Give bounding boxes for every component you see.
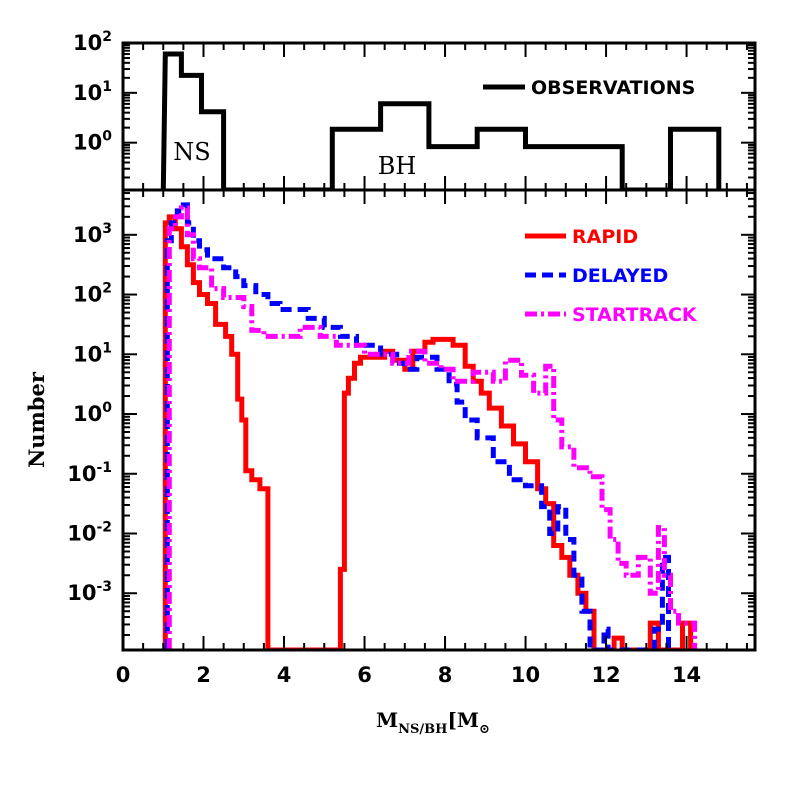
y-tick-label-exponent: -1 — [96, 460, 112, 476]
x-tick-label: 10 — [511, 663, 540, 687]
y-tick-label-bottom: 102 — [73, 281, 112, 307]
y-tick-label-bottom: 100 — [73, 400, 112, 426]
y-tick-label-base: 10 — [67, 581, 96, 605]
top-panel-frame — [121, 41, 757, 192]
x-axis-label-unit-symbol: ⊙ — [479, 722, 490, 737]
series-startrack-bottom — [166, 205, 698, 650]
y-tick-label-exponent: -2 — [96, 520, 112, 536]
series-observations-top — [160, 51, 722, 190]
y-tick-label-bottom: 10-2 — [67, 520, 112, 546]
y-tick-label-top: 102 — [73, 29, 112, 55]
x-tick-label: 4 — [277, 663, 292, 687]
y-tick-label-bottom: 103 — [73, 221, 112, 247]
y-tick-label-exponent: 2 — [102, 29, 112, 45]
x-tick-label: 6 — [357, 663, 372, 687]
y-tick-label-base: 10 — [73, 131, 102, 155]
y-tick-label-exponent: -3 — [96, 579, 112, 595]
y-tick-label-exponent: 0 — [102, 129, 112, 145]
y-tick-label-exponent: 2 — [102, 281, 112, 297]
y-tick-label-exponent: 0 — [102, 400, 112, 416]
x-tick-label: 0 — [116, 663, 131, 687]
y-tick-label-base: 10 — [73, 31, 102, 55]
y-tick-label-bottom: 101 — [73, 340, 112, 366]
y-tick-label-base: 10 — [73, 402, 102, 426]
x-tick-label: 14 — [672, 663, 701, 687]
legend-delayed-label: DELAYED — [572, 265, 668, 287]
series-delayed-bottom — [164, 202, 671, 650]
x-axis-label: MNS/BH[M⊙ — [376, 708, 490, 737]
ns-region-label: NS — [173, 138, 210, 166]
bottom-panel — [121, 188, 757, 652]
y-tick-label-exponent: 1 — [102, 340, 112, 356]
y-tick-label-base: 10 — [73, 283, 102, 307]
top-panel — [121, 41, 757, 192]
y-tick-label-base: 10 — [73, 342, 102, 366]
y-tick-label-exponent: 1 — [102, 79, 112, 95]
y-tick-label-exponent: 3 — [102, 221, 112, 237]
y-tick-label-base: 10 — [73, 81, 102, 105]
x-tick-label: 12 — [591, 663, 620, 687]
legend-startrack-label: STARTRACK — [572, 304, 698, 326]
y-axis-label: Number — [24, 371, 49, 468]
x-tick-label: 8 — [438, 663, 453, 687]
legend-observations-label: OBSERVATIONS — [531, 77, 695, 99]
x-axis-label-main: M — [376, 708, 398, 732]
y-tick-label-bottom: 10-3 — [67, 579, 112, 605]
y-tick-label-base: 10 — [73, 223, 102, 247]
y-tick-label-bottom: 10-1 — [67, 460, 112, 486]
x-axis-label-unit: [M — [447, 708, 479, 732]
y-tick-label-base: 10 — [67, 522, 96, 546]
y-tick-label-top: 101 — [73, 79, 112, 105]
y-tick-label-base: 10 — [67, 462, 96, 486]
y-tick-label-top: 100 — [73, 129, 112, 155]
x-tick-label: 2 — [196, 663, 211, 687]
x-axis-label-subscript: NS/BH — [398, 722, 447, 737]
bh-region-label: BH — [378, 152, 417, 180]
legend-rapid-label: RAPID — [572, 226, 638, 248]
